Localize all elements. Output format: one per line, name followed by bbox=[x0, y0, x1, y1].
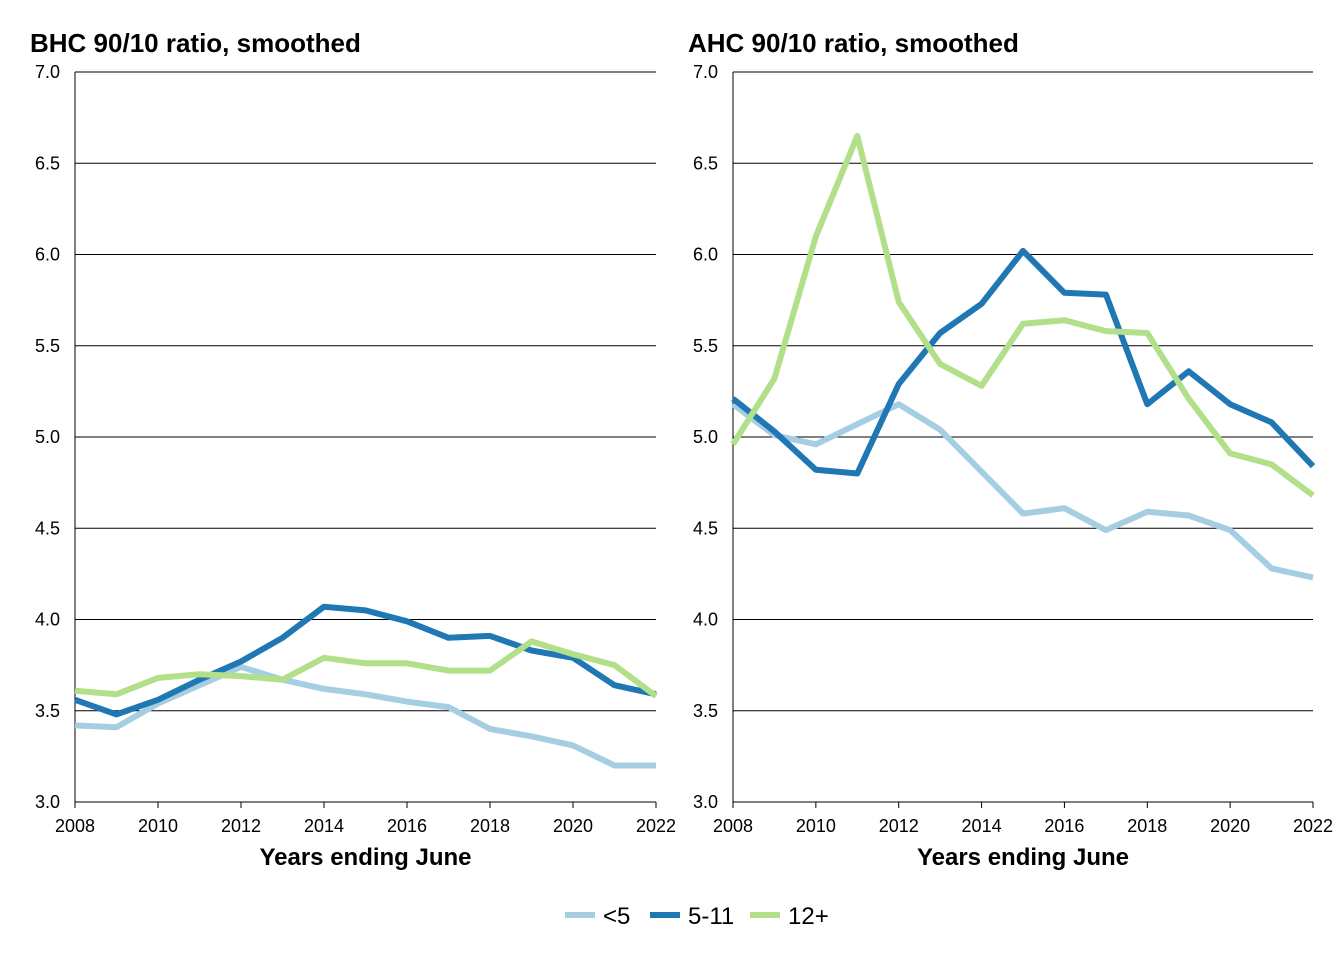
series-line-under-5 bbox=[74, 663, 656, 769]
x-tick-label: 2012 bbox=[221, 816, 261, 836]
y-tick-label: 5.5 bbox=[693, 336, 718, 356]
series-line-5-11 bbox=[74, 603, 657, 718]
x-tick-label: 2020 bbox=[1210, 816, 1250, 836]
x-tick-label: 2010 bbox=[796, 816, 836, 836]
legend: <5 5-11 12+ bbox=[565, 903, 829, 930]
panel-title: BHC 90/10 ratio, smoothed bbox=[30, 28, 361, 58]
x-tick-label: 2008 bbox=[713, 816, 753, 836]
y-tick-label: 5.0 bbox=[35, 427, 60, 447]
y-tick-label: 4.0 bbox=[693, 610, 718, 630]
legend-label: 5-11 bbox=[688, 903, 734, 930]
bhc-panel: BHC 90/10 ratio, smoothed 3.0 3.5 4.0 4.5 5.0… bbox=[30, 28, 676, 871]
y-tick-label: 6.5 bbox=[35, 153, 60, 173]
x-tick-label: 2016 bbox=[387, 816, 427, 836]
x-tick-label: 2018 bbox=[1127, 816, 1167, 836]
legend-label: 12+ bbox=[788, 903, 829, 930]
y-tick-label: 4.5 bbox=[693, 518, 718, 538]
panel-title: AHC 90/10 ratio, smoothed bbox=[688, 28, 1019, 58]
ahc-panel: AHC 90/10 ratio, smoothed 3.0 3.5 4.0 4.5 5.0… bbox=[688, 28, 1333, 871]
series-line-12-plus bbox=[74, 638, 658, 699]
x-tick-label: 2016 bbox=[1044, 816, 1084, 836]
y-tick-label: 3.5 bbox=[693, 701, 718, 721]
x-tick-label: 2018 bbox=[470, 816, 510, 836]
y-tick-label: 7.0 bbox=[35, 62, 60, 82]
y-tick-label: 6.5 bbox=[693, 153, 718, 173]
y-tick-label: 3.0 bbox=[693, 792, 718, 812]
x-tick-label: 2008 bbox=[55, 816, 95, 836]
x-tick-label: 2022 bbox=[636, 816, 676, 836]
x-tick-label: 2010 bbox=[138, 816, 178, 836]
x-tick-label: 2012 bbox=[879, 816, 919, 836]
x-tick-label: 2020 bbox=[553, 816, 593, 836]
y-tick-label: 3.5 bbox=[35, 701, 60, 721]
series-line-5-11 bbox=[731, 247, 1316, 477]
series-line-12-plus bbox=[730, 132, 1315, 498]
x-tick-label: 2022 bbox=[1293, 816, 1333, 836]
series-line-under-5 bbox=[731, 401, 1314, 581]
y-tick-label: 4.5 bbox=[35, 518, 60, 538]
x-tick-label: 2014 bbox=[962, 816, 1002, 836]
y-tick-label: 5.0 bbox=[693, 427, 718, 447]
y-tick-label: 5.5 bbox=[35, 336, 60, 356]
y-tick-label: 6.0 bbox=[693, 245, 718, 265]
y-tick-label: 3.0 bbox=[35, 792, 60, 812]
y-tick-label: 6.0 bbox=[35, 245, 60, 265]
x-axis-label: Years ending June bbox=[917, 844, 1129, 871]
legend-label: <5 bbox=[603, 903, 630, 930]
x-tick-label: 2014 bbox=[304, 816, 344, 836]
x-axis-label: Years ending June bbox=[259, 844, 471, 871]
y-tick-label: 7.0 bbox=[693, 62, 718, 82]
y-tick-label: 4.0 bbox=[35, 610, 60, 630]
